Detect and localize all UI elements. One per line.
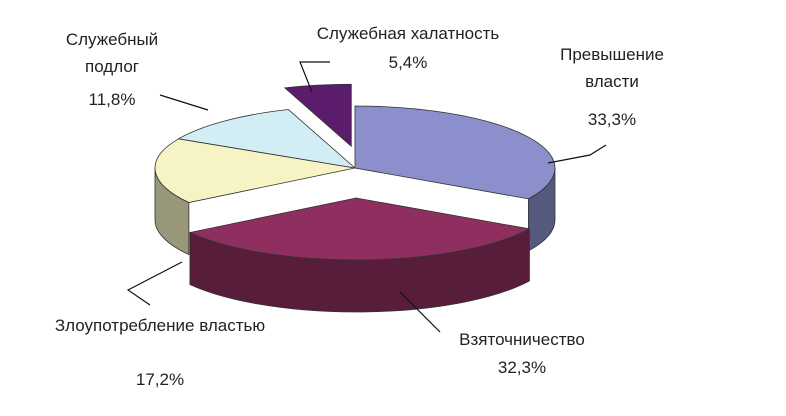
category-label: Взяточничество bbox=[459, 330, 585, 349]
value-label: 11,8% bbox=[88, 90, 136, 109]
leader-line bbox=[126, 261, 183, 306]
value-label: 5,4% bbox=[388, 53, 428, 72]
pie-slice bbox=[283, 83, 352, 148]
value-label: 33,3% bbox=[587, 110, 637, 129]
leader-line bbox=[159, 94, 209, 111]
leader-line bbox=[399, 291, 441, 333]
pie-slice bbox=[177, 109, 357, 169]
pie-slice bbox=[354, 105, 556, 200]
leader-line bbox=[547, 144, 607, 164]
value-label: 32,3% bbox=[497, 358, 547, 377]
category-label: Злоупотребление властью bbox=[54, 316, 266, 335]
pie-slice bbox=[188, 197, 531, 261]
value-label: 17,2% bbox=[135, 370, 185, 389]
category-label: Служебная халатность bbox=[316, 24, 500, 43]
leader-line bbox=[299, 61, 330, 93]
pie-slice bbox=[154, 138, 356, 203]
category-label: Превышение власти bbox=[560, 45, 664, 91]
category-label: Служебный подлог bbox=[65, 30, 159, 76]
